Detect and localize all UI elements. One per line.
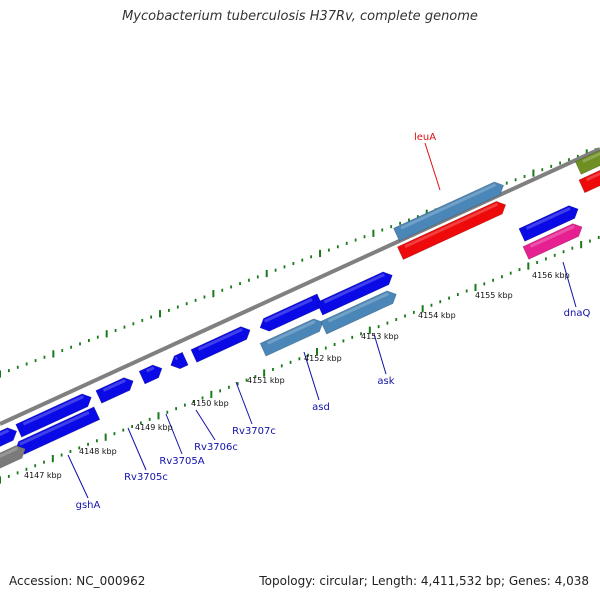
feature-cds-upper [518,205,579,242]
feature-cds-1 [15,393,92,438]
feature-ask-steel [320,290,397,335]
gene-label-rv3707c: Rv3707c [232,426,276,437]
feature-cds-olive-sheen [582,145,600,163]
feature-cds-2-sheen [102,378,126,392]
gene-label-rv3706c: Rv3706c [194,442,238,453]
feature-cds-3 [138,364,163,385]
genome-stats-text: Topology: circular; Length: 4,411,532 bp… [259,574,589,588]
feature-cds-edge [0,427,18,450]
feature-cds-gray-body [0,445,26,470]
connector-gsha [67,454,89,499]
tick-ring-inner [0,236,600,484]
feature-cds-gray-sheen [0,446,19,458]
connector-asd [303,351,320,401]
feature-cds-1-body [15,393,92,438]
feature-cds-upper-sheen [525,206,571,230]
feature-leuA-steel [393,181,504,242]
accession-text: Accession: NC_000962 [9,574,146,588]
feature-leuA [396,201,507,260]
feature-ask-steel-body [320,290,397,335]
feature-cds-red-edge-body [578,165,600,194]
feature-cds-4 [170,351,189,370]
feature-cds-7-sheen [323,273,385,304]
kbp-scale: 4147 kbp 4148 kbp 4149 kbp 4150 kbp 4151 kbp… [24,271,570,480]
gene-label-leua: leuA [414,132,436,143]
map-title: Mycobacterium tuberculosis H37Rv, comple… [122,9,478,24]
feature-cds-2 [95,377,134,404]
feature-cds-gray [0,445,26,470]
feature-gshA-sheen [19,411,90,446]
feature-cds-5-body [190,326,251,363]
connector-dnaq [562,261,577,308]
feature-cds-edge-body [0,427,18,450]
gene-label-asd: asd [312,402,330,413]
feature-cds-4-sheen [174,356,178,361]
feature-cds-6-body [259,293,324,332]
feature-cds-3-body [138,364,163,385]
feature-cds-olive [574,144,600,175]
feature-cds-5-sheen [197,327,243,351]
connector-leua [424,142,441,191]
feature-leuA-body [396,201,507,260]
kbp-label-6: 4152 kbp [304,354,342,363]
connector-rv3705a [165,413,183,455]
gene-label-ask: ask [377,376,394,387]
feature-cds-edge-sheen [0,429,10,438]
connector-ask [373,333,387,375]
kbp-label-4: 4150 kbp [191,399,229,408]
feature-dnaQ-sheen [529,224,575,248]
connector-rv3706c [195,409,216,441]
kbp-label-10: 4156 kbp [532,271,570,280]
tick-ring-outer [0,148,597,378]
feature-asd-steel-sheen [267,320,316,345]
backbone-line [0,147,600,426]
feature-cds-7-body [316,271,393,316]
feature-asd-steel-body [259,318,324,357]
connector-rv3707c [235,381,253,425]
feature-leuA-sheen [404,202,499,249]
label-connectors [67,142,577,499]
gene-labels: leuA dnaQ ask asd Rv3707c Rv3706c Rv3705A Rv370… [76,132,591,511]
feature-asd-steel [259,318,324,357]
backbone [0,147,600,426]
kbp-label-1: 4147 kbp [24,471,62,480]
gene-label-rv3705a: Rv3705A [159,456,204,467]
kbp-label-7: 4153 kbp [361,332,399,341]
feature-cds-1-sheen [22,395,84,426]
gene-label-dnaq: dnaQ [564,308,591,319]
gene-label-gsha: gshA [76,500,101,511]
kbp-label-2: 4148 kbp [79,447,117,456]
kbp-label-5: 4151 kbp [247,376,285,385]
feature-leuA-steel-sheen [400,183,497,230]
kbp-label-9: 4155 kbp [475,291,513,300]
feature-cds-upper-body [518,205,579,242]
feature-ask-steel-sheen [327,292,389,323]
feature-cds-6 [259,293,324,332]
feature-cds-6-sheen [264,298,313,323]
feature-cds-2-body [95,377,134,404]
feature-cds-red-edge-sheen [585,167,600,182]
feature-dnaQ [522,223,583,260]
feature-cds-4-body [170,351,189,370]
feature-dnaQ-body [522,223,583,260]
feature-cds-red-edge [578,165,600,194]
feature-cds-7 [316,271,393,316]
kbp-label-3: 4149 kbp [135,423,173,432]
feature-cds-3-sheen [146,366,155,373]
feature-track [0,144,600,470]
kbp-label-8: 4154 kbp [418,311,456,320]
feature-leuA-steel-body [393,181,504,242]
gene-label-rv3705c: Rv3705c [124,472,168,483]
feature-cds-olive-body [574,144,600,175]
feature-cds-5 [190,326,251,363]
connector-rv3705c [127,427,147,471]
